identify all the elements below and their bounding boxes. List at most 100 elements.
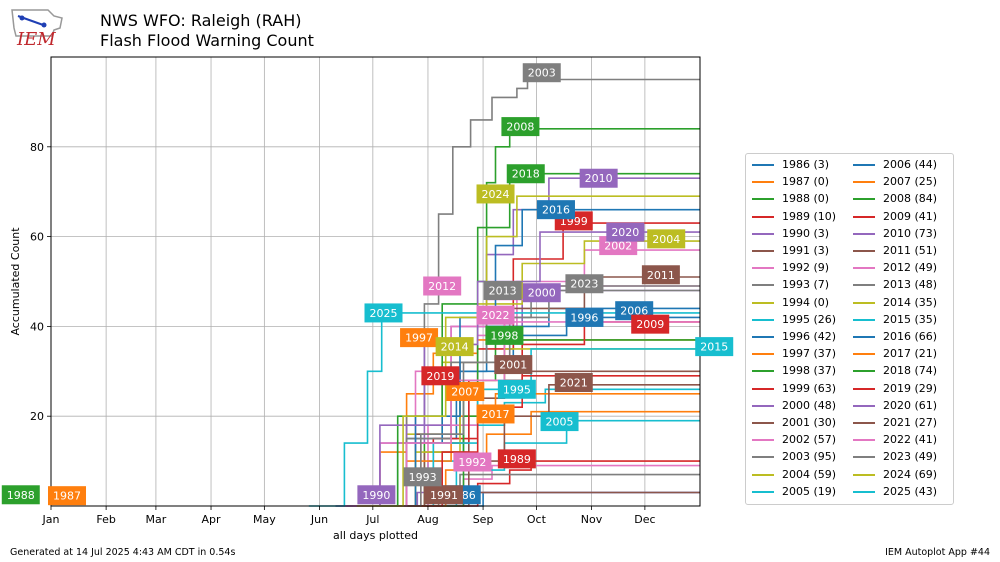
x-tick-label: Feb <box>96 513 115 526</box>
legend-item: 2019 (29) <box>853 382 937 396</box>
legend-swatch <box>752 473 774 476</box>
series-label-box-2010 <box>579 168 618 188</box>
legend-swatch <box>853 301 875 304</box>
series-label-box-2023 <box>565 274 604 294</box>
y-tick-label: 40 <box>30 320 44 333</box>
legend-label: 2015 (35) <box>883 312 938 326</box>
legend-item: 1995 (26) <box>752 313 836 327</box>
legend-item: 2014 (35) <box>853 296 937 310</box>
legend-label: 2018 (74) <box>883 364 938 378</box>
legend-item: 1996 (42) <box>752 330 836 344</box>
x-tick-label: Dec <box>634 513 655 526</box>
series-label-box-2011 <box>641 265 680 285</box>
legend-item: 2020 (61) <box>853 399 937 413</box>
legend-item: 2015 (35) <box>853 313 937 327</box>
series-label-box-2016 <box>536 200 575 220</box>
legend-label: 2007 (25) <box>883 175 938 189</box>
series-label-box-2013 <box>483 280 522 300</box>
series-label-box-2024 <box>476 184 515 204</box>
series-label-2022: 2022 <box>482 309 510 322</box>
legend-label: 2008 (84) <box>883 192 938 206</box>
legend-label: 1988 (0) <box>782 192 830 206</box>
series-label-2003: 2003 <box>528 67 556 80</box>
legend-label: 1999 (63) <box>782 381 837 395</box>
legend-label: 2009 (41) <box>883 209 938 223</box>
series-line-1986 <box>452 491 700 507</box>
series-label-box-2017 <box>476 404 515 424</box>
legend-item: 2002 (57) <box>752 433 836 447</box>
series-label-1993: 1993 <box>409 471 437 484</box>
series-labels: 1986198719881989199019911992199319951996… <box>1 63 734 506</box>
series-label-box-2022 <box>476 305 515 325</box>
x-tick-label: May <box>253 513 276 526</box>
iem-logo: IEM <box>8 6 68 50</box>
series-label-box-1990 <box>357 485 396 505</box>
series-label-box-2001 <box>494 355 533 375</box>
legend-swatch <box>752 198 774 201</box>
series-label-1998: 1998 <box>490 329 518 342</box>
legend-item: 2009 (41) <box>853 210 937 224</box>
legend-swatch <box>752 404 774 407</box>
legend-swatch <box>853 456 875 459</box>
series-label-box-2003 <box>522 63 561 83</box>
x-tick-label: Apr <box>202 513 222 526</box>
series-label-box-2018 <box>506 164 545 184</box>
legend-label: 2011 (51) <box>883 244 938 257</box>
legend-swatch <box>853 473 875 476</box>
series-label-2010: 2010 <box>585 172 613 185</box>
series-label-2016: 2016 <box>542 204 570 217</box>
legend-swatch <box>752 353 774 356</box>
series-label-box-1989 <box>497 449 536 469</box>
plot-frame <box>50 56 701 507</box>
series-label-box-2004 <box>647 229 686 249</box>
series-label-2002: 2002 <box>604 240 632 253</box>
legend-label: 2010 (73) <box>883 226 938 240</box>
legend-swatch <box>853 439 875 442</box>
legend-item: 1990 (3) <box>752 227 829 241</box>
legend-label: 2023 (49) <box>883 450 938 464</box>
series-label-2001: 2001 <box>499 359 527 372</box>
legend-item: 1997 (37) <box>752 347 836 361</box>
legend-label: 2002 (57) <box>782 433 837 447</box>
series-label-1995: 1995 <box>503 383 531 396</box>
legend-label: 1996 (42) <box>782 330 837 343</box>
series-label-2004: 2004 <box>652 233 680 246</box>
legend-label: 1991 (3) <box>782 244 830 257</box>
legend-label: 2013 (48) <box>883 278 938 292</box>
series-label-2011: 2011 <box>647 269 675 282</box>
series-line-2025 <box>308 312 700 507</box>
series-label-box-2021 <box>554 373 593 393</box>
legend-swatch <box>853 250 875 252</box>
legend-item: 1988 (0) <box>752 192 829 206</box>
legend-item: 2007 (25) <box>853 175 937 189</box>
series-label-2014: 2014 <box>441 341 469 354</box>
legend-label: 2020 (61) <box>883 398 938 412</box>
legend-label: 2024 (69) <box>883 467 938 481</box>
legend-swatch <box>853 181 875 184</box>
legend-label: 1989 (10) <box>782 209 837 223</box>
legend-item: 2001 (30) <box>752 416 836 430</box>
legend-label: 2006 (44) <box>883 158 938 171</box>
series-label-1991: 1991 <box>430 489 458 502</box>
logo-text: IEM <box>16 29 56 50</box>
legend-item: 2018 (74) <box>853 364 937 378</box>
series-label-box-2009 <box>631 314 670 334</box>
x-tick-label: Aug <box>417 513 438 526</box>
legend: 1986 (3) 1987 (0) 1988 (0) 1989 (10) 1990 (3… <box>745 153 954 505</box>
legend-swatch <box>752 336 774 338</box>
legend-item: 1993 (7) <box>752 278 829 292</box>
legend-item: 2022 (41) <box>853 433 937 447</box>
legend-swatch <box>853 232 875 235</box>
legend-item: 1998 (37) <box>752 364 836 378</box>
series-label-box-2020 <box>606 222 645 242</box>
legend-item: 1987 (0) <box>752 175 829 189</box>
series-label-2024: 2024 <box>482 188 510 201</box>
legend-item: 2021 (27) <box>853 416 937 430</box>
series-label-2009: 2009 <box>636 318 664 331</box>
x-tick-label: Mar <box>146 513 167 526</box>
series-label-2006: 2006 <box>620 305 648 318</box>
legend-item: 2004 (59) <box>752 468 836 482</box>
legend-item: 2003 (95) <box>752 450 836 464</box>
series-label-1988: 1988 <box>7 489 35 502</box>
legend-swatch <box>752 422 774 424</box>
